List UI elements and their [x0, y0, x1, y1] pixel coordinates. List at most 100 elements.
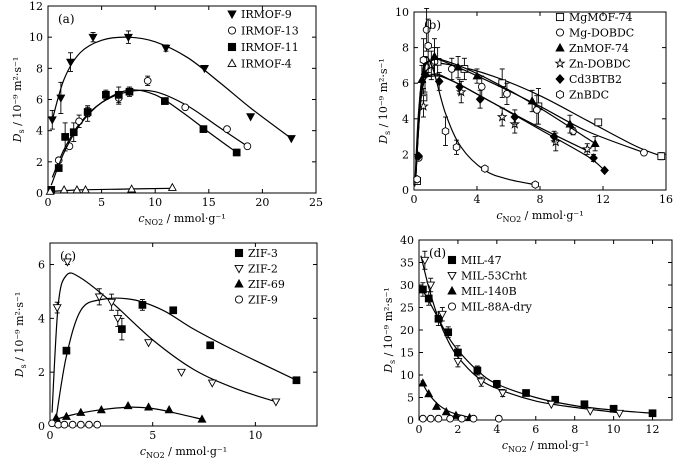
y-tick-label: 4 [36, 125, 43, 138]
series-irmof-9 [47, 30, 296, 144]
plot-frame [49, 242, 318, 427]
legend-marker [554, 57, 566, 69]
data-point [503, 90, 511, 98]
data-point [640, 148, 648, 157]
data-point [498, 389, 508, 398]
y-tick-label: 4 [402, 113, 409, 126]
series-irmof-4 [45, 182, 177, 195]
legend-marker [447, 285, 457, 295]
data-point [125, 87, 134, 96]
data-point [61, 133, 70, 141]
fit-curve [414, 73, 605, 182]
data-point [56, 94, 66, 103]
y-axis-label-main: D [11, 133, 24, 143]
data-point [600, 165, 609, 176]
data-point [472, 71, 482, 80]
fit-curve [51, 272, 277, 413]
data-point [88, 33, 98, 43]
legend-label: IRMOF-11 [241, 41, 299, 54]
data-point [164, 405, 174, 414]
data-point [160, 97, 169, 105]
data-point [206, 341, 215, 350]
data-point [549, 131, 559, 142]
data-point [66, 58, 76, 67]
fit-curve [51, 406, 203, 422]
x-axis-label: cNO2 / mmol·g⁻¹ [138, 212, 225, 227]
fit-curve [420, 255, 620, 414]
x-axis-label-unit: / mmol·g⁻¹ [163, 212, 225, 225]
data-point [48, 419, 56, 428]
x-tick-label: 0 [416, 423, 423, 436]
legend-label: ZIF-9 [248, 294, 278, 307]
plot-frame [418, 239, 673, 421]
y-tick-label: 15 [400, 347, 414, 360]
x-axis-label: cNO2 / mmol·g⁻¹ [502, 439, 589, 454]
y-tick-label: 35 [400, 257, 414, 270]
series-mil-47 [419, 282, 657, 418]
data-point [481, 164, 489, 173]
data-point [444, 328, 453, 337]
data-point [453, 358, 463, 367]
data-point [61, 411, 71, 420]
y-tick-label: 25 [400, 302, 414, 315]
data-point [52, 304, 62, 313]
legend-marker [556, 90, 564, 99]
legend-marker [227, 58, 237, 68]
y-tick-label: 0 [38, 420, 45, 433]
y-axis-label: Ds / 10⁻⁹ m²·s⁻¹ [377, 58, 392, 145]
data-point [454, 348, 462, 357]
x-tick-label: 5 [149, 429, 156, 442]
x-tick-label: 5 [98, 196, 105, 209]
x-axis-label-unit: / mmol·g⁻¹ [527, 439, 589, 452]
data-point [475, 94, 485, 104]
x-axis-label-sub: NO2 [146, 451, 165, 460]
data-point [60, 420, 69, 429]
x-axis-label-main: c [502, 439, 508, 452]
data-point [648, 409, 657, 418]
data-point [527, 96, 537, 105]
x-axis-label-sub: NO2 [145, 218, 164, 227]
data-point [413, 175, 421, 184]
x-tick-label: 8 [571, 423, 578, 436]
y-tick-label: 2 [38, 366, 45, 379]
legend-label: Cd3BTB2 [569, 73, 622, 86]
legend-marker [227, 42, 237, 52]
data-point [181, 103, 190, 112]
data-point [118, 325, 126, 333]
data-point [580, 400, 589, 409]
series-irmof-13 [51, 75, 252, 178]
x-axis-label: cNO2 / mmol·g⁻¹ [140, 445, 227, 460]
y-axis-label-main: D [13, 368, 26, 378]
y-axis-label-main: D [377, 135, 390, 145]
x-tick-label: 2 [454, 423, 461, 436]
x-tick-label: 10 [248, 429, 262, 442]
data-point [114, 90, 123, 99]
data-point [437, 310, 447, 320]
chart-panel-d: 0 2 4 6 8 10 12 0 5 10 15 20 25 30 35 40 (d) cNO2 / mmol·… [382, 234, 673, 454]
series-zif-69 [51, 400, 207, 423]
x-tick-label: 10 [607, 423, 621, 436]
y-tick-label: 0 [407, 414, 414, 427]
data-point [199, 125, 208, 133]
legend-marker [227, 26, 237, 35]
data-point [62, 258, 72, 267]
y-axis-label-sub: s [17, 129, 26, 133]
data-point [594, 118, 603, 127]
series-znbdc [413, 18, 539, 189]
legend-label: IRMOF-13 [241, 25, 299, 38]
legend-label: Mg-DOBDC [569, 27, 634, 40]
data-point [72, 185, 82, 194]
data-point [292, 376, 301, 385]
data-point [451, 410, 461, 419]
data-point [161, 44, 171, 53]
data-point [167, 182, 177, 191]
data-point [68, 420, 77, 429]
series-mil-140b [418, 378, 475, 422]
y-tick-label: 30 [400, 279, 414, 292]
data-point [418, 378, 428, 387]
fit-curve [414, 56, 536, 187]
data-point [477, 82, 486, 91]
data-point [83, 108, 92, 116]
